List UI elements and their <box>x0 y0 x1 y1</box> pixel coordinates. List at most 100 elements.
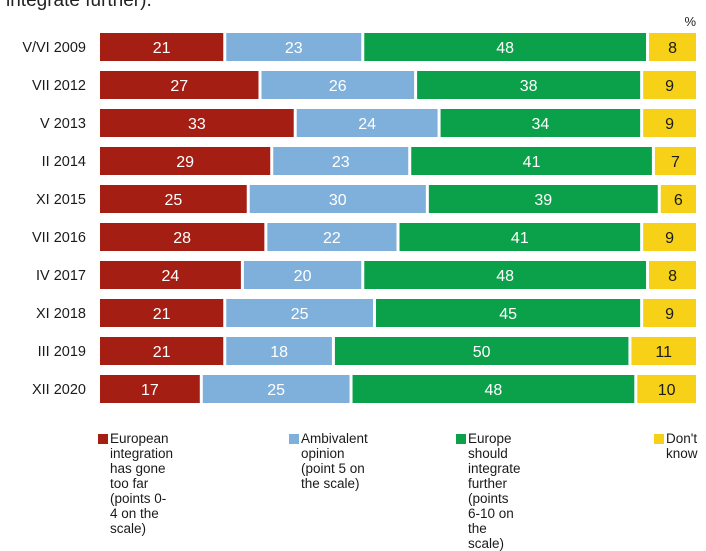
legend-swatch-integrate-further <box>456 434 466 444</box>
bars-group: V/VI 2009 21 23 48 8 VII 2012 27 26 38 9 V 2013 33 2… <box>22 33 696 403</box>
data-label: 25 <box>291 306 309 323</box>
category-label: XI 2018 <box>36 306 86 322</box>
data-label: 24 <box>358 116 376 133</box>
bar-segment <box>334 337 629 365</box>
bar-segment <box>654 147 696 175</box>
unit-label: % <box>684 14 696 29</box>
data-label: 28 <box>173 230 191 247</box>
category-label: XII 2020 <box>32 382 86 398</box>
bar-segment <box>202 375 350 403</box>
bar-segment <box>364 261 647 289</box>
data-label: 25 <box>164 192 182 209</box>
bar-segment <box>428 185 658 213</box>
data-label: 22 <box>323 230 341 247</box>
category-label: V 2013 <box>40 116 86 132</box>
data-label: 38 <box>520 78 538 95</box>
category-label: V/VI 2009 <box>22 40 86 56</box>
bar-segment <box>100 147 271 175</box>
data-label: 9 <box>665 116 674 133</box>
data-label: 24 <box>162 268 180 285</box>
data-label: 27 <box>170 78 188 95</box>
data-label: 50 <box>473 344 491 361</box>
category-label: XI 2015 <box>36 192 86 208</box>
bar-segment <box>649 33 696 61</box>
bar-segment <box>226 299 374 327</box>
data-label: 21 <box>153 40 171 57</box>
bar-segment <box>631 337 696 365</box>
bar-segment <box>660 185 696 213</box>
bar-segment <box>643 71 696 99</box>
data-label: 23 <box>332 154 350 171</box>
bar-segment <box>352 375 635 403</box>
data-label: 33 <box>188 116 206 133</box>
data-label: 41 <box>523 154 541 171</box>
data-label: 7 <box>671 154 680 171</box>
legend-swatch-too-far <box>98 434 108 444</box>
legend-label-dont-know: Don't know <box>666 431 698 461</box>
bar-segment <box>643 109 696 137</box>
bar-segment <box>249 185 426 213</box>
bar-segment <box>440 109 641 137</box>
bar-segment <box>296 109 438 137</box>
stacked-bar-chart: integrate further). % V/VI 2009 21 23 48 8 VI… <box>6 0 696 403</box>
bar-segment <box>100 337 224 365</box>
data-label: 30 <box>329 192 347 209</box>
data-label: 10 <box>658 382 676 399</box>
data-label: 41 <box>511 230 529 247</box>
data-label: 9 <box>665 78 674 95</box>
bar-segment <box>637 375 696 403</box>
data-label: 23 <box>285 40 303 57</box>
category-label: II 2014 <box>42 154 86 170</box>
bar-segment <box>100 71 259 99</box>
data-label: 18 <box>270 344 288 361</box>
data-label: 17 <box>141 382 159 399</box>
legend: European integration has gone too far (p… <box>0 431 706 551</box>
data-label: 20 <box>294 268 312 285</box>
data-label: 6 <box>674 192 683 209</box>
category-label: VII 2012 <box>32 78 86 94</box>
data-label: 48 <box>496 40 514 57</box>
bar-segment <box>273 147 409 175</box>
bar-segment <box>100 299 224 327</box>
bar-segment <box>100 33 224 61</box>
data-label: 25 <box>267 382 285 399</box>
bar-segment <box>399 223 641 251</box>
bar-segment <box>376 299 641 327</box>
data-label: 48 <box>485 382 503 399</box>
bar-segment <box>364 33 647 61</box>
data-label: 21 <box>153 344 171 361</box>
bar-segment <box>100 223 265 251</box>
legend-label-too-far: European integration has gone too far (p… <box>110 431 174 536</box>
legend-label-ambivalent: Ambivalent opinion (point 5 on the scale… <box>301 431 368 491</box>
category-label: III 2019 <box>38 344 86 360</box>
bar-segment <box>100 185 247 213</box>
data-label: 39 <box>534 192 552 209</box>
bar-segment <box>100 109 294 137</box>
category-label: VII 2016 <box>32 230 86 246</box>
bar-segment <box>226 337 332 365</box>
data-label: 8 <box>668 268 677 285</box>
data-label: 48 <box>496 268 514 285</box>
bar-segment <box>411 147 652 175</box>
header-fragment: integrate further). <box>6 0 152 11</box>
data-label: 45 <box>499 306 517 323</box>
data-label: 11 <box>655 344 672 361</box>
bar-segment <box>226 33 362 61</box>
bar-segment <box>643 223 696 251</box>
bar-segment <box>417 71 641 99</box>
legend-label-integrate-further: Europe should integrate further (points … <box>468 431 521 551</box>
bar-segment <box>261 71 415 99</box>
bar-segment <box>643 299 696 327</box>
data-label: 21 <box>153 306 171 323</box>
category-label: IV 2017 <box>36 268 86 284</box>
bar-segment <box>649 261 696 289</box>
data-label: 29 <box>176 154 194 171</box>
legend-swatch-ambivalent <box>289 434 299 444</box>
data-label: 26 <box>329 78 347 95</box>
data-label: 34 <box>531 116 549 133</box>
bar-segment <box>100 261 241 289</box>
bar-segment <box>100 375 200 403</box>
data-label: 8 <box>668 40 677 57</box>
legend-swatch-dont-know <box>654 434 664 444</box>
data-label: 9 <box>665 306 674 323</box>
